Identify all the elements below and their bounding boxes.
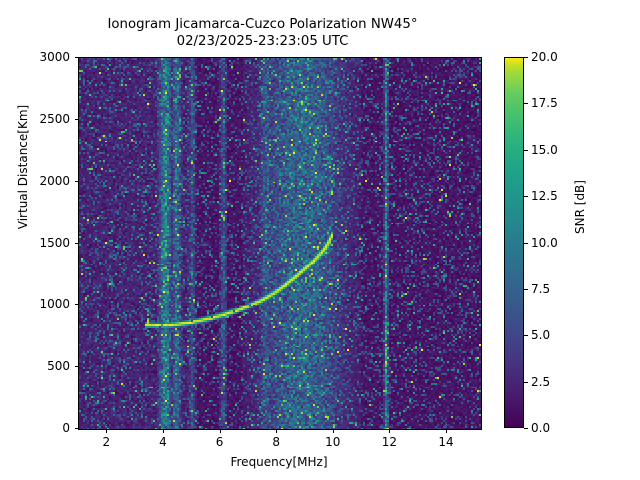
colorbar-tick-label: 0.0 (531, 421, 551, 435)
x-tick-mark (276, 429, 277, 433)
x-tick-label: 10 (325, 435, 341, 449)
y-axis-label: Virtual Distance[Km] (16, 104, 30, 230)
y-tick-mark (74, 304, 78, 305)
colorbar-gradient (504, 57, 524, 428)
colorbar-tick-mark (524, 382, 528, 383)
y-tick-label: 0 (62, 421, 70, 435)
x-tick-mark (106, 429, 107, 433)
colorbar-tick-mark (524, 289, 528, 290)
x-tick-label: 14 (438, 435, 454, 449)
colorbar[interactable]: 0.0 2.5 5.0 7.5 10.0 12.5 15.0 17.5 20.0 (504, 51, 558, 434)
colorbar-tick-label: 5.0 (531, 328, 551, 343)
colorbar-tick-mark (524, 335, 528, 336)
x-tick-label: 6 (215, 435, 224, 449)
chart-title-line-2: 02/23/2025-23:23:05 UTC (176, 34, 349, 49)
ionogram-heatmap-canvas[interactable] (79, 58, 481, 429)
ionogram-plot-area[interactable] (78, 57, 482, 430)
colorbar-tick-label: 7.5 (531, 281, 551, 296)
colorbar-label: SNR [dB] (573, 180, 587, 234)
colorbar-tick-label: 15.0 (531, 142, 558, 157)
y-tick-label: 3000 (39, 50, 70, 64)
y-tick-mark (74, 366, 78, 367)
colorbar-tick-mark (524, 103, 528, 104)
y-tick-mark (74, 119, 78, 120)
y-tick-label: 1000 (39, 297, 70, 312)
x-tick-label: 8 (272, 435, 280, 449)
y-tick-label: 2500 (39, 111, 70, 126)
colorbar-tick-label: 2.5 (531, 374, 551, 389)
colorbar-tick-mark (524, 196, 528, 197)
x-tick-label: 4 (159, 435, 167, 449)
colorbar-tick-label: 17.5 (531, 96, 558, 111)
x-tick-mark (163, 429, 164, 433)
colorbar-tick-mark (524, 243, 528, 244)
chart-title-line-1: Ionogram Jicamarca-Cuzco Polarization NW… (107, 17, 418, 32)
y-tick-mark (74, 243, 78, 244)
x-tick-mark (333, 429, 334, 433)
y-tick-mark (74, 428, 78, 429)
colorbar-tick-label: 12.5 (531, 189, 558, 204)
colorbar-tick-mark (524, 150, 528, 151)
colorbar-tick-label: 20.0 (531, 50, 558, 64)
x-tick-mark (389, 429, 390, 433)
colorbar-tick-mark (524, 57, 528, 58)
x-tick-label: 2 (102, 435, 111, 449)
x-tick-label: 12 (381, 435, 398, 449)
y-tick-label: 1500 (39, 235, 70, 250)
x-tick-mark (446, 429, 447, 433)
y-tick-label: 2000 (39, 173, 70, 188)
colorbar-tick-mark (524, 428, 528, 429)
y-tick-mark (74, 57, 78, 58)
y-tick-mark (74, 181, 78, 182)
y-tick-label: 500 (47, 359, 70, 374)
colorbar-tick-label: 10.0 (531, 235, 558, 250)
x-axis-label: Frequency[MHz] (230, 455, 328, 469)
x-tick-mark (220, 429, 221, 433)
